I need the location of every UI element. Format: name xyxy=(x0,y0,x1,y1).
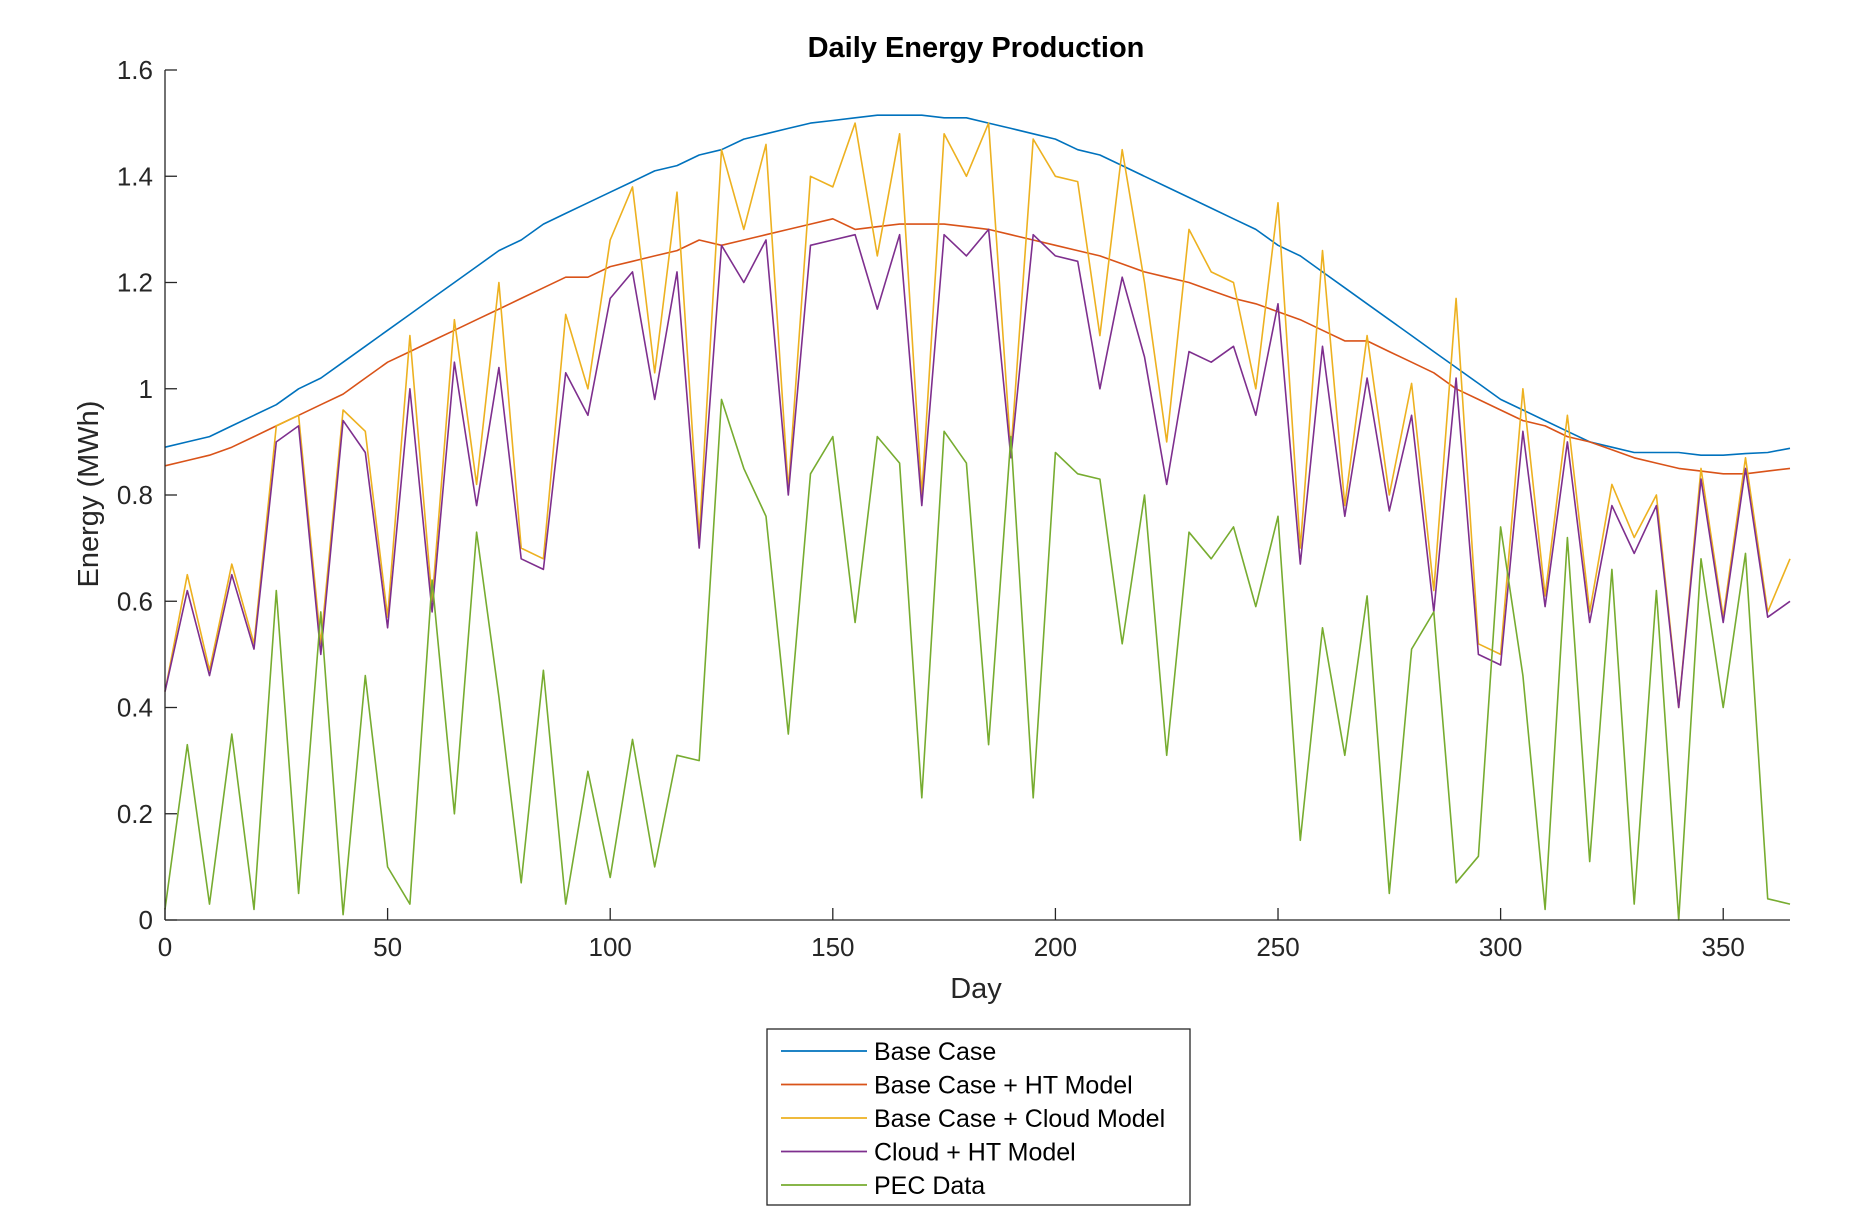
chart-title: Daily Energy Production xyxy=(808,32,1145,64)
series-line-0 xyxy=(164,114,1791,457)
x-tick-label: 50 xyxy=(373,932,402,962)
x-tick-label: 350 xyxy=(1702,932,1745,962)
axes-layer: 0 50 100 150 200 250 300 350 0 0.2 0.4 0.6 0.8 1 1.2 1.… xyxy=(117,55,1790,962)
x-tick-label: 300 xyxy=(1479,932,1522,962)
y-tick-label: 0.6 xyxy=(117,586,153,616)
legend-label-3: Cloud + HT Model xyxy=(874,1139,1076,1167)
y-tick-label: 0 xyxy=(139,905,153,935)
legend-label-0: Base Case xyxy=(874,1038,996,1066)
y-tick-label: 1 xyxy=(139,374,153,404)
legend-label-2: Base Case + Cloud Model xyxy=(874,1105,1165,1133)
series-line-1 xyxy=(164,218,1791,475)
x-tick-label: 100 xyxy=(589,932,632,962)
x-tick-label: 0 xyxy=(158,932,172,962)
legend: Base Case Base Case + HT Model Base Case +… xyxy=(766,1028,1191,1206)
y-tick-label: 1.2 xyxy=(117,268,153,298)
series-line-3 xyxy=(164,228,1791,709)
x-tick-label: 200 xyxy=(1034,932,1077,962)
y-tick-label: 1.4 xyxy=(117,161,153,191)
series-line-2 xyxy=(164,122,1791,709)
x-tick-label: 150 xyxy=(811,932,854,962)
y-axis-label: Energy (MWh) xyxy=(73,401,105,588)
y-tick-label: 0.8 xyxy=(117,480,153,510)
y-tick-label: 0.2 xyxy=(117,799,153,829)
y-tick-label: 1.6 xyxy=(117,55,153,85)
legend-box xyxy=(766,1028,1191,1206)
legend-label-1: Base Case + HT Model xyxy=(874,1072,1133,1100)
series-layer xyxy=(164,114,1791,921)
legend-label-4: PEC Data xyxy=(874,1172,985,1200)
series-line-4 xyxy=(164,398,1791,921)
y-tick-label: 0.4 xyxy=(117,693,153,723)
x-tick-label: 250 xyxy=(1256,932,1299,962)
x-axis-label: Day xyxy=(950,973,1002,1005)
